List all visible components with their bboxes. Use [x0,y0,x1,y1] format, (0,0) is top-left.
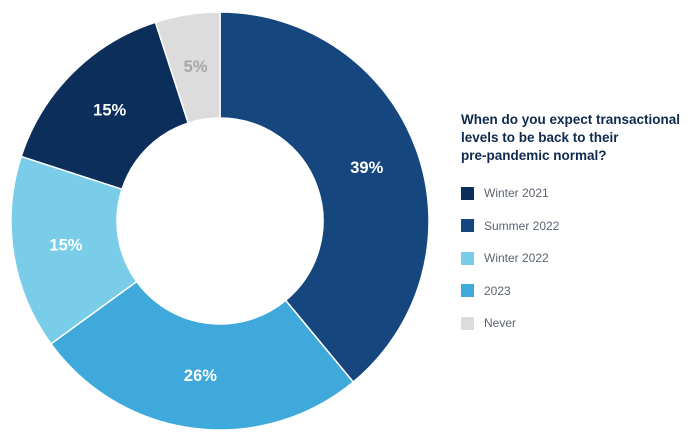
legend-swatch [461,316,474,330]
slice-winter-2021 [20,21,190,191]
legend-title-line-2: levels to be back to their [461,130,619,145]
legend-label: Winter 2022 [484,251,549,266]
legend-label: Winter 2021 [484,186,549,201]
legend-swatch [461,219,474,233]
legend-swatch [461,284,474,298]
slice-never [154,11,221,124]
legend-title-line-1: When do you expect transactional [461,112,681,127]
slice-2023 [49,280,355,431]
legend-item-summer-2022: Summer 2022 [461,210,696,243]
legend-item-never: Never [461,307,696,340]
legend-item-2023: 2023 [461,275,696,308]
legend-item-winter-2022: Winter 2022 [461,242,696,275]
legend-label: Never [484,316,517,331]
legend-label: Summer 2022 [484,218,560,233]
slice-label-summer-2022: 39% [350,159,383,177]
slice-summer-2022 [219,11,430,384]
legend: When do you expect transactional levels … [461,111,696,340]
slice-label-2023: 26% [184,367,217,385]
legend-swatch [461,251,474,265]
donut-chart: 39% 26% 15% 15% 5% [10,11,430,431]
slice-winter-2022 [10,155,138,345]
slice-label-winter-2021: 15% [93,102,126,120]
legend-title: When do you expect transactional levels … [461,111,696,165]
legend-title-line-3: pre-pandemic normal? [461,148,607,163]
slice-label-never: 5% [184,58,208,76]
slice-label-winter-2022: 15% [49,236,82,254]
legend-label: 2023 [484,283,511,298]
legend-swatch [461,186,474,200]
legend-items: Winter 2021 Summer 2022 Winter 2022 2023 Nev… [461,177,696,340]
legend-item-winter-2021: Winter 2021 [461,177,696,210]
